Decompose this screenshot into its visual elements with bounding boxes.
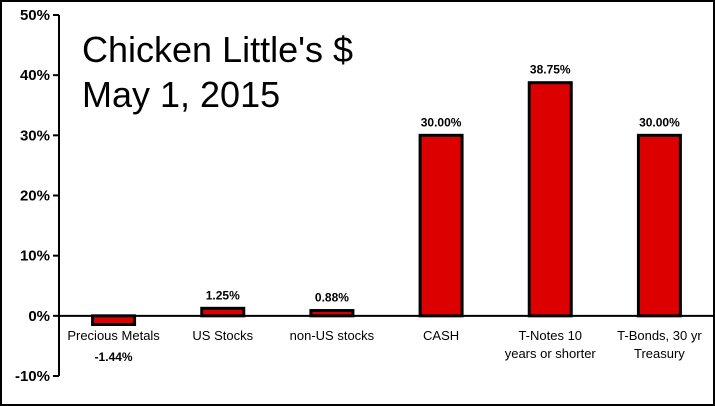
y-tick-label: 30% [20, 127, 50, 144]
category-label: US Stocks [192, 328, 253, 343]
title-line-2: May 1, 2015 [82, 74, 280, 115]
chart-title: Chicken Little's $May 1, 2015 [82, 29, 353, 115]
category-label: CASH [423, 328, 459, 343]
bar [309, 309, 355, 318]
bar [636, 133, 682, 318]
bar [200, 306, 246, 318]
category-label: T-Notes 10 [518, 328, 582, 343]
data-labels: -1.44% 1.25% 0.88% 30.00% 38.75% 30.00% [95, 63, 681, 364]
category-label: Treasury [634, 346, 685, 361]
category-label: non-US stocks [290, 328, 375, 343]
y-tick-label: 10% [20, 248, 50, 265]
bar [418, 133, 464, 318]
y-tick-label: 0% [28, 308, 50, 325]
bar [527, 81, 573, 318]
category-labels: Precious Metals US Stocks non-US stocks CAS… [67, 328, 702, 361]
y-tick-label: 20% [20, 188, 50, 205]
category-label: T-Bonds, 30 yr [617, 328, 702, 343]
data-label: 30.00% [421, 115, 462, 129]
data-label: 38.75% [530, 63, 571, 77]
data-label: 1.25% [206, 288, 240, 302]
category-label: Precious Metals [67, 328, 160, 343]
y-axis: -10% 0% 10% 20% 30% 40% 50% [15, 7, 714, 385]
data-label: 0.88% [315, 291, 349, 305]
category-label: years or shorter [505, 346, 597, 361]
bars [91, 81, 682, 326]
y-tick-label: 40% [20, 67, 50, 84]
data-label: 30.00% [639, 115, 680, 129]
y-tick-label: -10% [15, 368, 50, 385]
title-line-1: Chicken Little's $ [82, 29, 353, 70]
y-tick-label: 50% [20, 7, 50, 24]
bar [91, 314, 137, 326]
data-label: -1.44% [95, 350, 133, 364]
